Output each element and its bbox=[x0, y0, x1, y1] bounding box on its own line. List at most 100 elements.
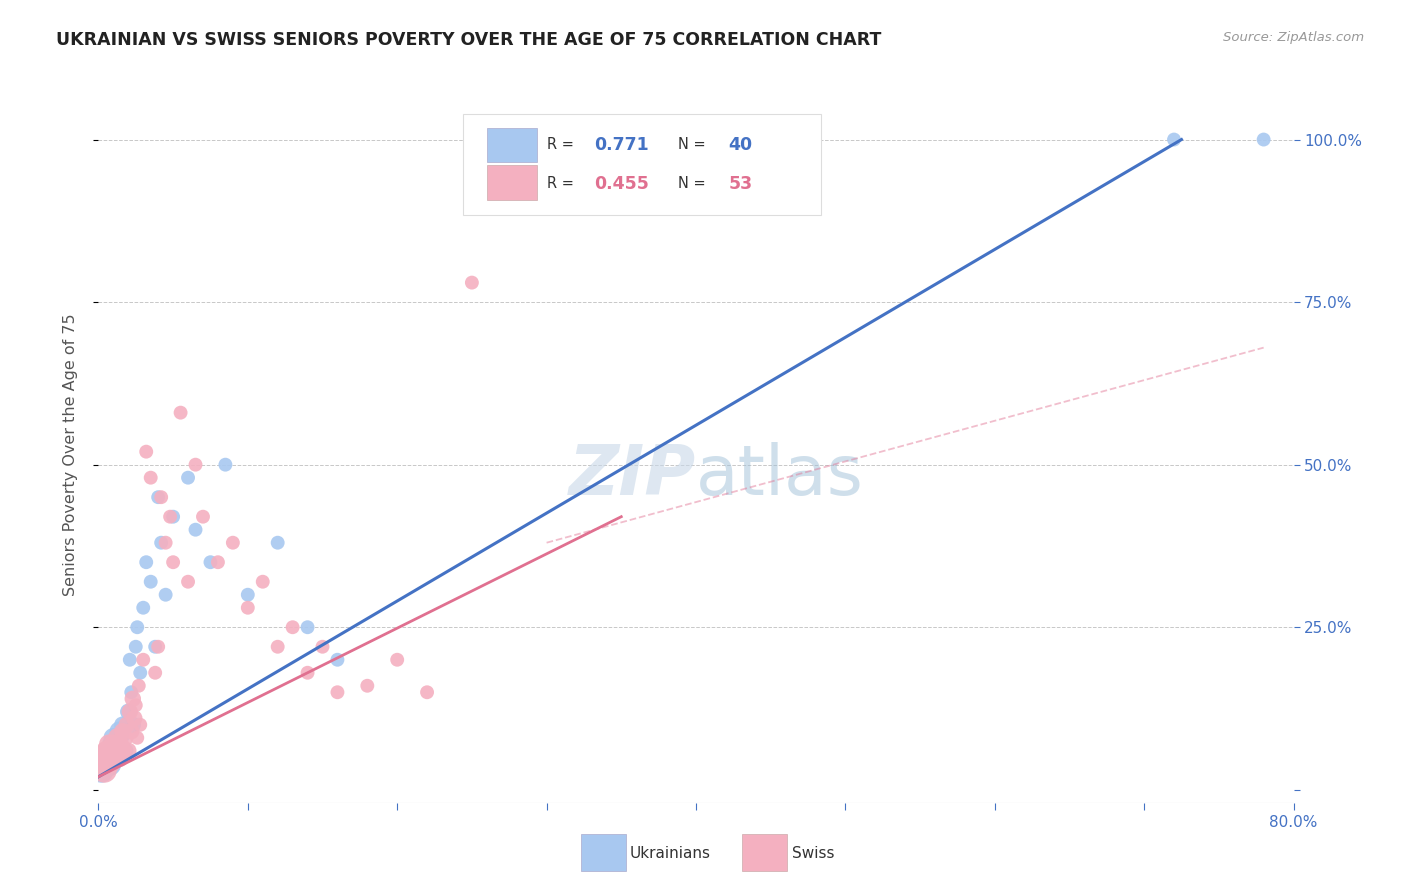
Point bbox=[139, 574, 162, 589]
Point bbox=[184, 523, 207, 537]
Point bbox=[1163, 132, 1185, 146]
Point bbox=[97, 737, 120, 751]
Point bbox=[108, 724, 131, 739]
Text: N =: N = bbox=[678, 137, 710, 153]
Text: N =: N = bbox=[678, 176, 710, 191]
Point bbox=[267, 640, 290, 654]
FancyBboxPatch shape bbox=[486, 166, 537, 200]
Text: 53: 53 bbox=[728, 175, 752, 193]
Text: Ukrainians: Ukrainians bbox=[630, 847, 711, 861]
Point bbox=[200, 555, 222, 569]
Point bbox=[93, 764, 115, 778]
Point bbox=[101, 737, 124, 751]
Text: 0.455: 0.455 bbox=[595, 175, 650, 193]
Point bbox=[114, 731, 136, 745]
Point bbox=[121, 691, 143, 706]
Point bbox=[90, 756, 112, 771]
Point bbox=[297, 665, 319, 680]
Point bbox=[162, 509, 184, 524]
Text: ZIP: ZIP bbox=[568, 442, 696, 509]
Point bbox=[107, 737, 129, 751]
Point bbox=[461, 276, 484, 290]
Point bbox=[108, 750, 131, 764]
Point bbox=[159, 509, 181, 524]
Point bbox=[103, 750, 125, 764]
Point bbox=[135, 555, 157, 569]
Text: Swiss: Swiss bbox=[792, 847, 834, 861]
Point bbox=[111, 724, 134, 739]
Point bbox=[155, 588, 177, 602]
Point bbox=[112, 744, 135, 758]
Point bbox=[91, 750, 114, 764]
Point bbox=[117, 744, 139, 758]
Point bbox=[132, 653, 155, 667]
Point bbox=[129, 718, 152, 732]
Point bbox=[120, 724, 142, 739]
Point bbox=[105, 744, 128, 758]
Point bbox=[105, 750, 128, 764]
Point bbox=[96, 744, 118, 758]
Point bbox=[128, 679, 150, 693]
Point bbox=[162, 555, 184, 569]
Point bbox=[177, 574, 200, 589]
Point bbox=[118, 653, 141, 667]
Point bbox=[125, 640, 148, 654]
Point bbox=[94, 744, 117, 758]
Text: Source: ZipAtlas.com: Source: ZipAtlas.com bbox=[1223, 31, 1364, 45]
Point bbox=[101, 744, 124, 758]
Point bbox=[129, 665, 152, 680]
Point bbox=[100, 750, 122, 764]
Point bbox=[385, 653, 409, 667]
Point bbox=[100, 756, 122, 771]
Point bbox=[148, 640, 170, 654]
Point bbox=[118, 705, 141, 719]
Point bbox=[115, 718, 138, 732]
FancyBboxPatch shape bbox=[463, 114, 821, 215]
Y-axis label: Seniors Poverty Over the Age of 75: Seniors Poverty Over the Age of 75 bbox=[63, 314, 77, 596]
Point bbox=[143, 640, 166, 654]
Point bbox=[207, 555, 229, 569]
Point bbox=[177, 471, 200, 485]
Point bbox=[139, 471, 162, 485]
Point bbox=[143, 665, 166, 680]
Point bbox=[103, 744, 125, 758]
Point bbox=[107, 731, 129, 745]
Point bbox=[114, 744, 136, 758]
FancyBboxPatch shape bbox=[486, 128, 537, 162]
Point bbox=[135, 444, 157, 458]
Point bbox=[326, 653, 349, 667]
Point bbox=[326, 685, 349, 699]
Point bbox=[1253, 132, 1275, 146]
Point bbox=[311, 640, 333, 654]
Point bbox=[110, 737, 132, 751]
Point bbox=[297, 620, 319, 634]
Point bbox=[127, 620, 149, 634]
Point bbox=[155, 535, 177, 549]
Point bbox=[103, 737, 125, 751]
Point bbox=[416, 685, 439, 699]
Point bbox=[90, 764, 112, 778]
Point bbox=[184, 458, 207, 472]
Point bbox=[120, 685, 142, 699]
Text: UKRAINIAN VS SWISS SENIORS POVERTY OVER THE AGE OF 75 CORRELATION CHART: UKRAINIAN VS SWISS SENIORS POVERTY OVER … bbox=[56, 31, 882, 49]
Point bbox=[96, 750, 118, 764]
Point bbox=[169, 406, 191, 420]
Point bbox=[103, 731, 125, 745]
Point bbox=[97, 756, 120, 771]
Point bbox=[356, 679, 378, 693]
Point bbox=[132, 600, 155, 615]
Point bbox=[124, 711, 146, 725]
Text: 40: 40 bbox=[728, 136, 752, 153]
Point bbox=[117, 705, 139, 719]
Text: R =: R = bbox=[547, 176, 578, 191]
Point bbox=[150, 535, 173, 549]
Point bbox=[148, 490, 170, 504]
Point bbox=[191, 509, 214, 524]
Point bbox=[150, 490, 173, 504]
Point bbox=[125, 698, 148, 713]
Text: atlas: atlas bbox=[696, 442, 863, 509]
Point bbox=[222, 535, 245, 549]
Point bbox=[252, 574, 274, 589]
Point bbox=[267, 535, 290, 549]
Point bbox=[127, 731, 149, 745]
